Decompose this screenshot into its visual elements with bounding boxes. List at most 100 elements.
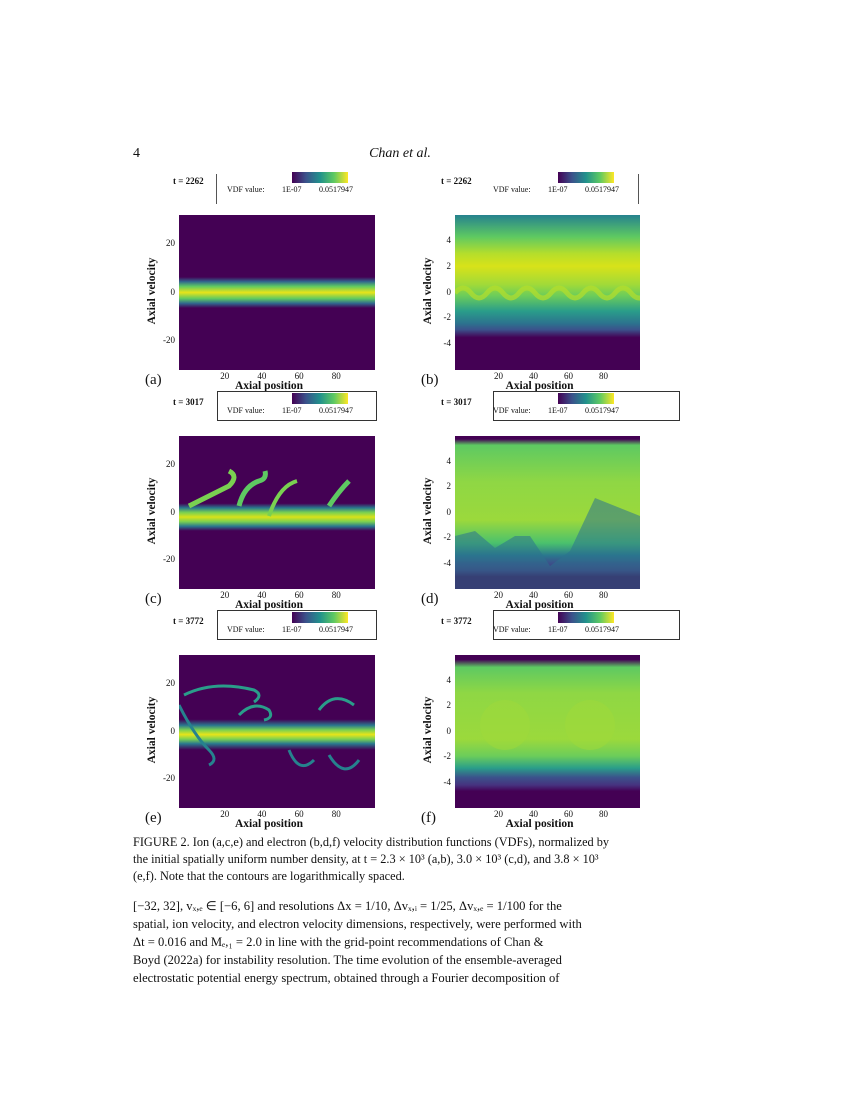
y-axis-label: Axial velocity bbox=[422, 696, 434, 763]
y-tick-label: 0 bbox=[446, 286, 452, 297]
x-tick-label: 80 bbox=[331, 590, 341, 600]
y-tick-label: -4 bbox=[443, 557, 452, 568]
x-tick-label: 20 bbox=[494, 590, 503, 600]
x-tick-label: 20 bbox=[220, 590, 230, 600]
contour-features bbox=[480, 700, 615, 750]
legend-box bbox=[493, 610, 680, 640]
contour-features bbox=[179, 684, 361, 771]
x-axis-label: Axial position bbox=[235, 599, 304, 611]
y-tick-label: -20 bbox=[163, 334, 175, 345]
x-tick-label: 80 bbox=[599, 809, 608, 819]
y-axis-label: Axial velocity bbox=[146, 477, 158, 544]
legend-label: VDF value: bbox=[493, 406, 531, 415]
colorbar bbox=[292, 612, 348, 623]
x-tick-label: 80 bbox=[331, 371, 341, 381]
panel-label: (e) bbox=[145, 810, 162, 826]
time-label: t = 3017 bbox=[173, 397, 204, 407]
x-tick-label: 80 bbox=[599, 371, 608, 381]
contour-features bbox=[179, 215, 375, 370]
colorbar bbox=[292, 172, 348, 183]
y-tick-label: -20 bbox=[163, 773, 175, 784]
contour-features bbox=[455, 285, 640, 301]
y-tick-label: -4 bbox=[443, 776, 452, 787]
body-line: [−32, 32], vₓ,ₑ ∈ [−6, 6] and resolution… bbox=[133, 899, 562, 913]
x-axis-label: Axial position bbox=[505, 380, 574, 392]
colorbar-min: 1E-07 bbox=[282, 406, 302, 415]
legend-box bbox=[217, 391, 377, 421]
colorbar-min: 1E-07 bbox=[282, 185, 302, 194]
y-tick-label: 20 bbox=[166, 238, 175, 249]
panel-label: (b) bbox=[421, 372, 439, 388]
legend-label: VDF value: bbox=[227, 625, 265, 634]
body-line: Boyd (2022a) for instability resolution.… bbox=[133, 953, 562, 967]
running-title: Chan et al. bbox=[369, 146, 431, 161]
colorbar bbox=[558, 172, 614, 183]
y-axis-label: Axial velocity bbox=[146, 696, 158, 763]
y-tick-label: 4 bbox=[446, 455, 452, 466]
y-axis-label: Axial velocity bbox=[422, 477, 434, 544]
vdf-contour-plot bbox=[179, 215, 375, 370]
colorbar-min: 1E-07 bbox=[282, 625, 302, 634]
colorbar bbox=[558, 612, 614, 623]
legend-box bbox=[217, 610, 377, 640]
x-tick-label: 60 bbox=[564, 590, 573, 600]
legend-divider bbox=[216, 174, 217, 204]
x-tick-label: 60 bbox=[294, 809, 304, 819]
y-tick-label: 0 bbox=[170, 286, 176, 297]
colorbar-min: 1E-07 bbox=[548, 625, 568, 634]
x-tick-label: 20 bbox=[220, 371, 230, 381]
y-tick-label: 2 bbox=[446, 260, 452, 271]
time-label: t = 2262 bbox=[441, 176, 472, 186]
vdf-contour-plot bbox=[179, 436, 375, 589]
x-tick-label: 80 bbox=[599, 590, 608, 600]
body-line: Δt = 0.016 and Mₑ,₁ = 2.0 in line with t… bbox=[133, 935, 544, 949]
colorbar-max: 0.0517947 bbox=[319, 406, 353, 415]
y-tick-label: 4 bbox=[446, 234, 452, 245]
x-tick-label: 40 bbox=[257, 809, 267, 819]
legend-label: VDF value: bbox=[227, 406, 265, 415]
x-tick-label: 60 bbox=[294, 371, 304, 381]
y-axis-label: Axial velocity bbox=[422, 257, 434, 324]
colorbar-max: 0.0517947 bbox=[585, 185, 619, 194]
y-tick-label: -4 bbox=[443, 338, 452, 349]
vdf-contour-plot bbox=[179, 655, 375, 808]
y-tick-label: 2 bbox=[446, 481, 452, 491]
x-tick-label: 20 bbox=[494, 371, 503, 381]
y-tick-label: -2 bbox=[443, 532, 452, 542]
panel-label: (d) bbox=[421, 591, 439, 607]
contour-features bbox=[187, 468, 351, 517]
y-tick-label: -20 bbox=[163, 554, 175, 565]
time-label: t = 2262 bbox=[173, 176, 204, 186]
x-tick-label: 60 bbox=[294, 590, 304, 600]
x-tick-label: 80 bbox=[331, 809, 341, 819]
contour-features bbox=[455, 498, 640, 589]
caption-line: (e,f). Note that the contours are logari… bbox=[133, 869, 405, 883]
colorbar bbox=[292, 393, 348, 404]
time-label: t = 3772 bbox=[441, 616, 472, 626]
y-tick-label: -2 bbox=[443, 751, 452, 761]
x-axis-label: Axial position bbox=[235, 380, 304, 392]
legend-divider bbox=[638, 174, 639, 204]
y-tick-label: 0 bbox=[446, 506, 452, 517]
y-tick-label: 4 bbox=[446, 674, 452, 685]
vdf-contour-plot bbox=[455, 215, 640, 370]
x-tick-label: 40 bbox=[257, 590, 267, 600]
x-tick-label: 60 bbox=[564, 809, 573, 819]
body-line: electrostatic potential energy spectrum,… bbox=[133, 971, 560, 985]
colorbar-max: 0.0517947 bbox=[319, 625, 353, 634]
panel-label: (c) bbox=[145, 591, 162, 607]
time-label: t = 3772 bbox=[173, 616, 204, 626]
colorbar-max: 0.0517947 bbox=[585, 406, 619, 415]
page-number: 4 bbox=[133, 146, 140, 161]
vdf-contour-plot bbox=[455, 655, 640, 808]
x-tick-label: 60 bbox=[564, 371, 573, 381]
y-tick-label: 0 bbox=[446, 725, 452, 736]
y-tick-label: 20 bbox=[166, 677, 175, 688]
y-tick-label: -2 bbox=[443, 312, 452, 323]
colorbar bbox=[558, 393, 614, 404]
body-line: spatial, ion velocity, and electron velo… bbox=[133, 917, 582, 931]
x-axis-label: Axial position bbox=[505, 818, 574, 830]
x-axis-label: Axial position bbox=[505, 599, 574, 611]
legend-label: VDF value: bbox=[493, 185, 531, 194]
